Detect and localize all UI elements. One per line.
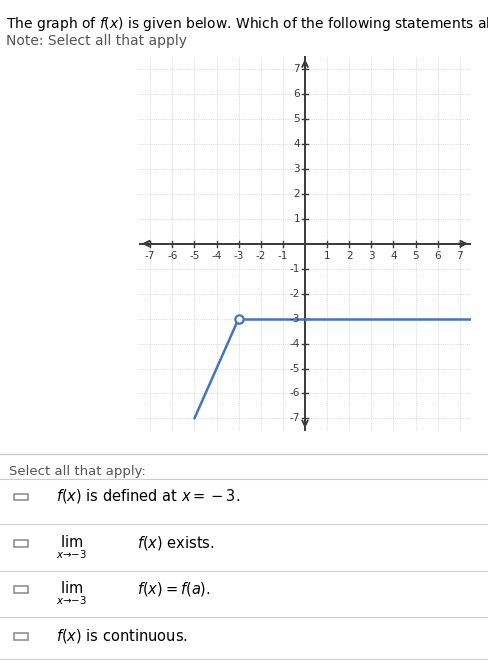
Bar bbox=[14, 586, 28, 593]
Text: 3: 3 bbox=[368, 251, 375, 261]
Text: -4: -4 bbox=[290, 339, 300, 349]
Text: -6: -6 bbox=[290, 389, 300, 398]
Text: $f(x)$ is continuous.: $f(x)$ is continuous. bbox=[56, 627, 188, 645]
Text: -2: -2 bbox=[290, 288, 300, 298]
Text: 4: 4 bbox=[293, 139, 300, 149]
Text: -1: -1 bbox=[290, 264, 300, 274]
Text: 7: 7 bbox=[293, 64, 300, 74]
Bar bbox=[14, 494, 28, 501]
Text: 3: 3 bbox=[293, 164, 300, 174]
Text: $f(x) = f(a)$.: $f(x) = f(a)$. bbox=[137, 579, 210, 598]
Text: 5: 5 bbox=[412, 251, 419, 261]
Text: Note: Select all that apply: Note: Select all that apply bbox=[6, 34, 187, 48]
Text: -5: -5 bbox=[290, 363, 300, 373]
Text: -7: -7 bbox=[290, 414, 300, 424]
Bar bbox=[14, 540, 28, 546]
Text: 5: 5 bbox=[293, 114, 300, 124]
Text: 6: 6 bbox=[293, 89, 300, 99]
Text: -6: -6 bbox=[167, 251, 178, 261]
Text: 4: 4 bbox=[390, 251, 397, 261]
Text: $\lim_{x \to -3}$: $\lim_{x \to -3}$ bbox=[56, 534, 87, 561]
Text: -7: -7 bbox=[145, 251, 155, 261]
Text: 6: 6 bbox=[434, 251, 441, 261]
Text: -5: -5 bbox=[189, 251, 200, 261]
Text: -3: -3 bbox=[290, 314, 300, 324]
Text: Select all that apply:: Select all that apply: bbox=[9, 465, 145, 477]
Bar bbox=[14, 633, 28, 640]
Text: 1: 1 bbox=[293, 213, 300, 223]
Text: 1: 1 bbox=[324, 251, 330, 261]
Text: 2: 2 bbox=[346, 251, 352, 261]
Text: $\lim_{x \to -3}$: $\lim_{x \to -3}$ bbox=[56, 579, 87, 607]
Text: 7: 7 bbox=[457, 251, 463, 261]
Text: 2: 2 bbox=[293, 189, 300, 199]
Text: -2: -2 bbox=[256, 251, 266, 261]
Text: $f(x)$ exists.: $f(x)$ exists. bbox=[137, 534, 214, 552]
Text: $f(x)$ is defined at $x = -3$.: $f(x)$ is defined at $x = -3$. bbox=[56, 487, 241, 505]
Text: -4: -4 bbox=[211, 251, 222, 261]
Text: The graph of $f(x)$ is given below. Which of the following statements about $f(x: The graph of $f(x)$ is given below. Whic… bbox=[6, 15, 488, 32]
Text: -1: -1 bbox=[278, 251, 288, 261]
Text: -3: -3 bbox=[233, 251, 244, 261]
